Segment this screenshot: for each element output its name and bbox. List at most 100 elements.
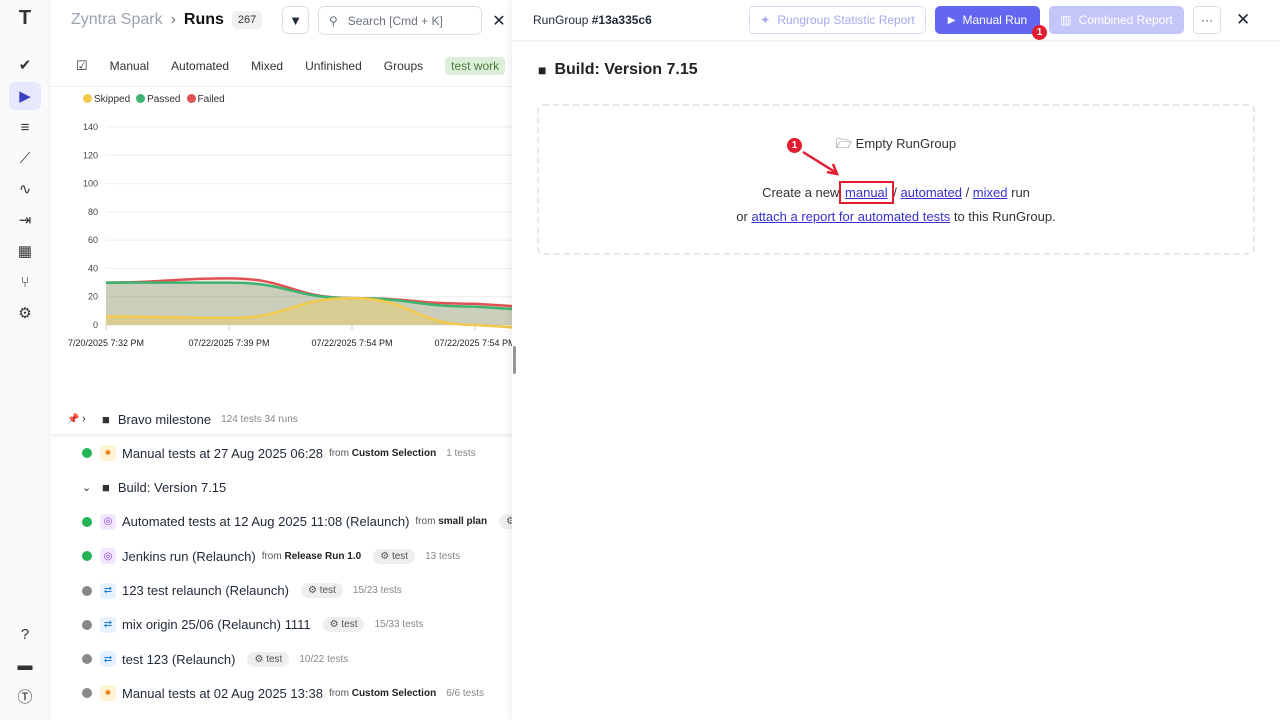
group-row[interactable]: ⌄ ■ Build: Version 7.15 [82,480,227,496]
pin-icon[interactable]: 📌 [67,413,80,425]
automated-run-icon: ◎ [100,548,116,565]
close-panel-button[interactable]: ✕ [1236,10,1250,30]
status-passed-icon [82,516,92,527]
profile-logo-icon[interactable]: Ⓣ [17,688,33,706]
run-row[interactable]: ⇄ test 123 (Relaunch) ⚙ test 10/22 tests [50,644,512,674]
legend-skipped[interactable]: Skipped [83,94,130,105]
branch-icon[interactable]: ⑂ [20,273,30,291]
run-row[interactable]: ⇄ 123 test relaunch (Relaunch) ⚙ test 15/23… [50,576,512,606]
check-icon[interactable]: ✔ [18,57,32,74]
combined-report-button[interactable]: ▥ Combined Report [1049,6,1184,34]
y-tick-label: 140 [83,122,98,132]
list-check-icon[interactable]: ≡ [20,118,30,136]
y-tick-label: 100 [83,179,98,189]
annotation-badge: 1 [1032,25,1047,40]
manual-run-link[interactable]: manual [839,181,894,204]
tab-manual[interactable]: Manual [109,59,150,73]
run-row[interactable]: ◎ Automated tests at 12 Aug 2025 11:08 (R… [50,507,512,537]
pulse-icon[interactable]: ∿ [18,181,32,198]
group-row[interactable]: 📌 › ■ Bravo milestone 124 tests 34 runs [50,404,512,434]
folder-icon: ■ [538,62,547,78]
tab-unfinished[interactable]: Unfinished [305,59,362,73]
chevron-down-icon[interactable]: ⌄ [82,482,92,495]
mixed-run-link[interactable]: mixed [972,185,1008,200]
filter-button[interactable]: ▼ [282,6,309,34]
panel-header: RunGroup #13a335c6 ✦ Rungroup Statistic R… [512,0,1280,42]
annotation-marker: 1 [787,138,802,153]
runs-panel: Zyntra Spark › Runs 267 ▼ ⚲ Search [Cmd +… [50,0,512,720]
x-tick-label: 07/22/2025 7:39 PM [188,338,269,348]
run-row[interactable]: ✷ Manual tests at 02 Aug 2025 13:38 from C… [50,678,512,708]
play-icon[interactable]: ▶ [9,82,41,110]
empty-rungroup: 🗁 Empty RunGroup Create a new manual / a… [537,104,1255,255]
run-tabs: ☑ Manual Automated Mixed Unfinished Groups tes… [76,57,506,75]
tab-groups[interactable]: Groups [383,59,424,73]
search-input[interactable]: ⚲ Search [Cmd + K] [318,6,482,35]
y-tick-label: 40 [88,263,98,273]
rungroup-statistic-report-button[interactable]: ✦ Rungroup Statistic Report [749,6,926,34]
bar-chart-icon: ▥ [1060,13,1072,27]
chevron-right-icon[interactable]: › [82,413,86,425]
line-passed [105,281,512,311]
tag-badge: ⚙ [499,514,512,530]
run-source: from Release Run 1.0 [261,550,362,562]
help-icon[interactable]: ? [20,625,30,643]
run-row[interactable]: ⇄ mix origin 25/06 (Relaunch) 1111 ⚙ test 1… [50,610,512,640]
report-icon[interactable]: ▦ [17,243,33,260]
import-icon[interactable]: ⇥ [18,212,32,229]
multiselect-icon[interactable]: ☑ [76,58,88,73]
folder-open-icon: 🗁 [835,136,853,151]
status-unfinished-icon [82,585,92,596]
legend-failed[interactable]: Failed [186,94,225,105]
run-title: mix origin 25/06 (Relaunch) 1111 [122,617,311,633]
search-icon: ⚲ [329,13,338,28]
breadcrumb: Zyntra Spark › Runs 267 [71,11,263,29]
automated-run-icon: ◎ [100,513,116,530]
attach-report-line: or attach a report for automated tests t… [736,209,1056,224]
run-row[interactable]: ◎ Jenkins run (Relaunch) from Release Run … [50,541,512,571]
attach-report-link[interactable]: attach a report for automated tests [751,209,951,224]
tab-automated[interactable]: Automated [171,59,230,73]
rungroup-panel: RunGroup #13a335c6 ✦ Rungroup Statistic R… [512,0,1280,720]
line-failed [105,277,512,308]
status-passed-icon [82,448,92,459]
sparkle-icon: ✦ [760,13,771,27]
breadcrumb-separator: › [170,11,176,28]
y-tick-label: 80 [88,207,98,217]
more-button[interactable]: ··· [1193,6,1221,34]
run-title: Manual tests at 27 Aug 2025 06:28 [122,445,323,461]
y-tick-label: 20 [88,292,98,302]
tab-mixed[interactable]: Mixed [251,59,284,73]
automated-run-link[interactable]: automated [900,185,962,200]
run-title: Jenkins run (Relaunch) [122,548,256,564]
runs-chart: 0 20 40 60 80 100 120 140 7/20/2025 7:32 PM 07/22… [68,122,512,348]
run-source: from Custom Selection [328,687,437,699]
legend-passed[interactable]: Passed [136,94,181,105]
tag-badge: ⚙ test [373,548,416,564]
play-icon: ▶ [947,14,956,26]
x-tick-label: 7/20/2025 7:32 PM [68,338,144,348]
tab-test-work[interactable]: test work [445,57,506,75]
resize-handle[interactable] [513,346,516,374]
run-tests-count: 6/6 tests [446,687,484,699]
logo-icon[interactable]: T [18,6,32,29]
folder-icon[interactable]: ▬ [17,656,33,674]
close-search-button[interactable]: ✕ [486,6,512,35]
steps-icon[interactable]: ⟋ [19,149,31,167]
folder-icon: ■ [102,480,110,496]
manual-run-button[interactable]: ▶ Manual Run [935,6,1040,34]
y-tick-label: 120 [83,150,98,160]
page-title: Runs [183,11,224,28]
area-skipped [106,298,512,328]
close-icon: ✕ [492,12,506,30]
tag-badge: ⚙ test [247,651,290,667]
status-unfinished-icon [82,619,92,630]
project-link[interactable]: Zyntra Spark [71,11,163,28]
mixed-run-icon: ⇄ [100,582,116,599]
empty-title: 🗁 Empty RunGroup [835,136,957,151]
gear-icon[interactable]: ⚙ [18,305,32,322]
run-tests-count: 13 tests [425,550,461,562]
run-row[interactable]: ✷ Manual tests at 27 Aug 2025 06:28 from C… [50,438,512,468]
x-tick-label: 07/22/2025 7:54 PM [434,338,512,348]
manual-run-icon: ✷ [100,445,116,462]
